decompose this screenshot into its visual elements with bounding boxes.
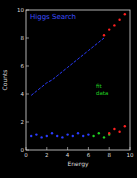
x-tick bbox=[26, 147, 27, 150]
point bbox=[35, 133, 37, 135]
y-tick-label: 4 bbox=[21, 91, 25, 97]
y-tick-label: 6 bbox=[21, 63, 25, 69]
point bbox=[82, 135, 84, 137]
series-line bbox=[31, 38, 104, 95]
point bbox=[72, 135, 74, 137]
y-tick-label: 10 bbox=[17, 7, 24, 13]
point bbox=[124, 125, 126, 127]
point bbox=[113, 128, 115, 130]
x-tick-label: 10 bbox=[127, 152, 134, 158]
y-tick bbox=[26, 66, 29, 67]
background bbox=[0, 0, 137, 178]
point bbox=[124, 13, 126, 15]
point bbox=[118, 19, 120, 21]
point bbox=[87, 133, 89, 135]
x-axis-label: Energy bbox=[67, 160, 88, 168]
x-tick-label: 0 bbox=[24, 152, 28, 158]
point bbox=[98, 132, 100, 134]
y-tick bbox=[26, 122, 29, 123]
plot-frame bbox=[26, 10, 130, 150]
point bbox=[46, 135, 48, 137]
point bbox=[108, 132, 110, 134]
annotation: fit bbox=[96, 83, 102, 89]
point bbox=[77, 132, 79, 134]
point bbox=[113, 24, 115, 26]
y-tick bbox=[26, 38, 29, 39]
x-tick-label: 4 bbox=[66, 152, 70, 158]
title: Higgs Search bbox=[30, 13, 76, 21]
point bbox=[103, 136, 105, 138]
y-tick bbox=[26, 10, 29, 11]
x-tick-label: 2 bbox=[45, 152, 49, 158]
point bbox=[103, 34, 105, 36]
x-tick-label: 6 bbox=[87, 152, 91, 158]
point bbox=[40, 136, 42, 138]
y-axis-label: Counts bbox=[1, 70, 8, 91]
plot-area bbox=[30, 13, 126, 139]
x-tick bbox=[109, 147, 110, 150]
x-tick-label: 8 bbox=[107, 152, 111, 158]
y-tick bbox=[26, 150, 29, 151]
y-tick bbox=[26, 94, 29, 95]
y-tick-label: 2 bbox=[21, 119, 25, 125]
y-tick-label: 0 bbox=[21, 147, 25, 153]
annotation: data bbox=[96, 90, 108, 96]
x-tick bbox=[130, 147, 131, 150]
point bbox=[30, 135, 32, 137]
point bbox=[56, 135, 58, 137]
x-tick bbox=[46, 147, 47, 150]
x-tick bbox=[67, 147, 68, 150]
point bbox=[66, 133, 68, 135]
point bbox=[51, 132, 53, 134]
y-tick-label: 8 bbox=[21, 35, 25, 41]
point bbox=[61, 136, 63, 138]
point bbox=[118, 131, 120, 133]
point bbox=[108, 28, 110, 30]
chart: 0 2 4 6 8 10 0 2 4 6 8 10 Energy Counts Higgs Search fi… bbox=[0, 0, 137, 178]
point bbox=[92, 135, 94, 137]
x-tick bbox=[88, 147, 89, 150]
